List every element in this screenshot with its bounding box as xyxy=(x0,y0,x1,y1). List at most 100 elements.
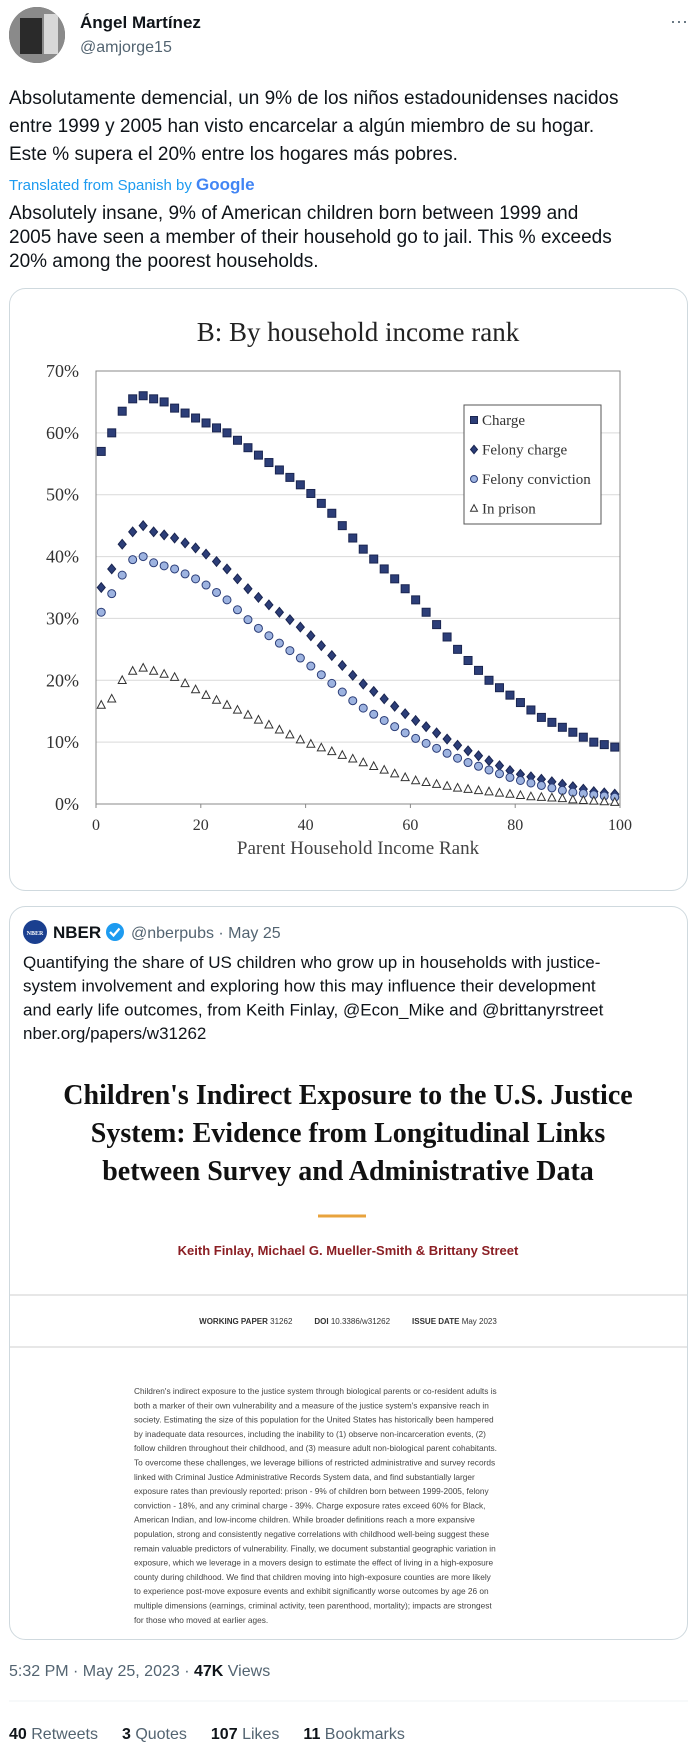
abstract-line: linked with Criminal Justice Administrat… xyxy=(134,1472,475,1482)
marker xyxy=(390,722,400,732)
marker xyxy=(243,709,253,719)
value: May 2023 xyxy=(462,1317,498,1326)
marker xyxy=(470,416,478,424)
marker xyxy=(232,605,242,615)
marker xyxy=(463,758,473,768)
marker xyxy=(295,621,306,633)
marker xyxy=(400,708,410,720)
marker xyxy=(337,687,347,697)
marker xyxy=(264,719,274,729)
x-tick-label: 60 xyxy=(402,817,418,834)
marker xyxy=(484,675,494,685)
value: 10.3386/w31262 xyxy=(331,1317,391,1326)
marker xyxy=(484,786,494,796)
stat[interactable]: 11 Bookmarks xyxy=(303,1726,404,1743)
marker xyxy=(326,745,337,756)
marker xyxy=(470,475,478,483)
stat[interactable]: 107 Likes xyxy=(211,1726,280,1743)
author-name[interactable]: Ángel Martínez xyxy=(80,13,201,32)
marker xyxy=(557,792,568,803)
marker xyxy=(316,742,327,752)
marker xyxy=(379,693,389,705)
marker xyxy=(463,745,473,757)
marker xyxy=(148,526,159,538)
avatar[interactable] xyxy=(9,7,65,63)
abstract-line: remain valuable predictors of vulnerabil… xyxy=(134,1543,496,1553)
marker xyxy=(547,792,557,802)
nber-logo-text: NBER xyxy=(27,931,44,937)
marker xyxy=(169,532,180,544)
marker xyxy=(190,684,201,694)
abstract-line: American Indian, and low-income children… xyxy=(134,1515,475,1525)
marker xyxy=(285,614,295,626)
marker xyxy=(191,574,201,584)
marker xyxy=(159,561,169,571)
marker xyxy=(117,570,127,580)
marker xyxy=(347,753,358,763)
marker xyxy=(285,472,295,482)
quote-card[interactable] xyxy=(9,906,688,1640)
marker xyxy=(463,655,473,665)
marker xyxy=(494,787,505,797)
marker xyxy=(432,620,442,630)
marker xyxy=(369,685,379,698)
plot-frame xyxy=(95,370,621,805)
y-tick-label: 20% xyxy=(46,670,79,690)
paper-title-line: Children's Indirect Exposure to the U.S.… xyxy=(63,1080,632,1111)
marker xyxy=(609,796,620,806)
marker xyxy=(431,778,442,788)
marker xyxy=(159,668,169,678)
translation-label-text: Translated from Spanish by xyxy=(9,177,192,194)
stat-label: Bookmarks xyxy=(325,1726,405,1743)
marker xyxy=(138,662,148,672)
marker xyxy=(222,563,232,575)
marker xyxy=(201,548,211,560)
marker xyxy=(295,480,305,490)
legend-label: Charge xyxy=(482,413,525,429)
stat[interactable]: 3 Quotes xyxy=(122,1726,187,1743)
abstract-line: conviction - 18%, and any criminal charg… xyxy=(134,1500,485,1510)
marker xyxy=(358,678,368,690)
stat[interactable]: 40 Retweets xyxy=(9,1726,98,1743)
y-tick-label: 50% xyxy=(46,485,79,505)
label: WORKING PAPER xyxy=(199,1317,268,1326)
marker xyxy=(400,771,410,782)
marker xyxy=(557,722,567,732)
timestamp: 5:32 PM · May 25, 2023 · 47K Views xyxy=(9,1663,270,1680)
marker xyxy=(369,709,379,719)
marker xyxy=(473,750,484,762)
nber-logo xyxy=(23,920,47,944)
marker xyxy=(568,727,578,737)
marker xyxy=(117,406,127,416)
stat-count: 3 xyxy=(122,1726,131,1743)
quote-text-line: nber.org/papers/w31262 xyxy=(23,1024,206,1043)
translation-label[interactable]: Translated from Spanish by Google xyxy=(9,175,255,194)
legend-label: In prison xyxy=(482,502,536,518)
abstract-line: exposure, which we leverage in a movers … xyxy=(134,1558,494,1568)
marker xyxy=(599,796,610,806)
marker xyxy=(316,498,326,508)
x-tick-label: 100 xyxy=(608,817,632,834)
marker xyxy=(264,599,274,611)
marker xyxy=(138,520,148,532)
marker xyxy=(536,712,546,722)
marker xyxy=(96,581,106,594)
author-handle[interactable]: @amjorge15 xyxy=(80,39,172,56)
marker xyxy=(453,753,463,763)
more-button[interactable]: ··· xyxy=(670,11,688,31)
marker xyxy=(473,784,484,795)
marker xyxy=(421,738,431,748)
legend-label: Felony conviction xyxy=(482,472,591,488)
marker xyxy=(169,671,180,681)
marker xyxy=(264,631,274,641)
marker xyxy=(442,780,452,790)
marker xyxy=(243,615,253,625)
marker xyxy=(117,538,127,550)
marker xyxy=(253,623,263,633)
marker xyxy=(432,743,442,753)
marker xyxy=(400,584,410,594)
y-tick-label: 40% xyxy=(46,547,79,567)
marker xyxy=(368,760,379,770)
tweet-text-line: Absolutamente demencial, un 9% de los ni… xyxy=(9,88,618,109)
marker xyxy=(232,435,242,445)
